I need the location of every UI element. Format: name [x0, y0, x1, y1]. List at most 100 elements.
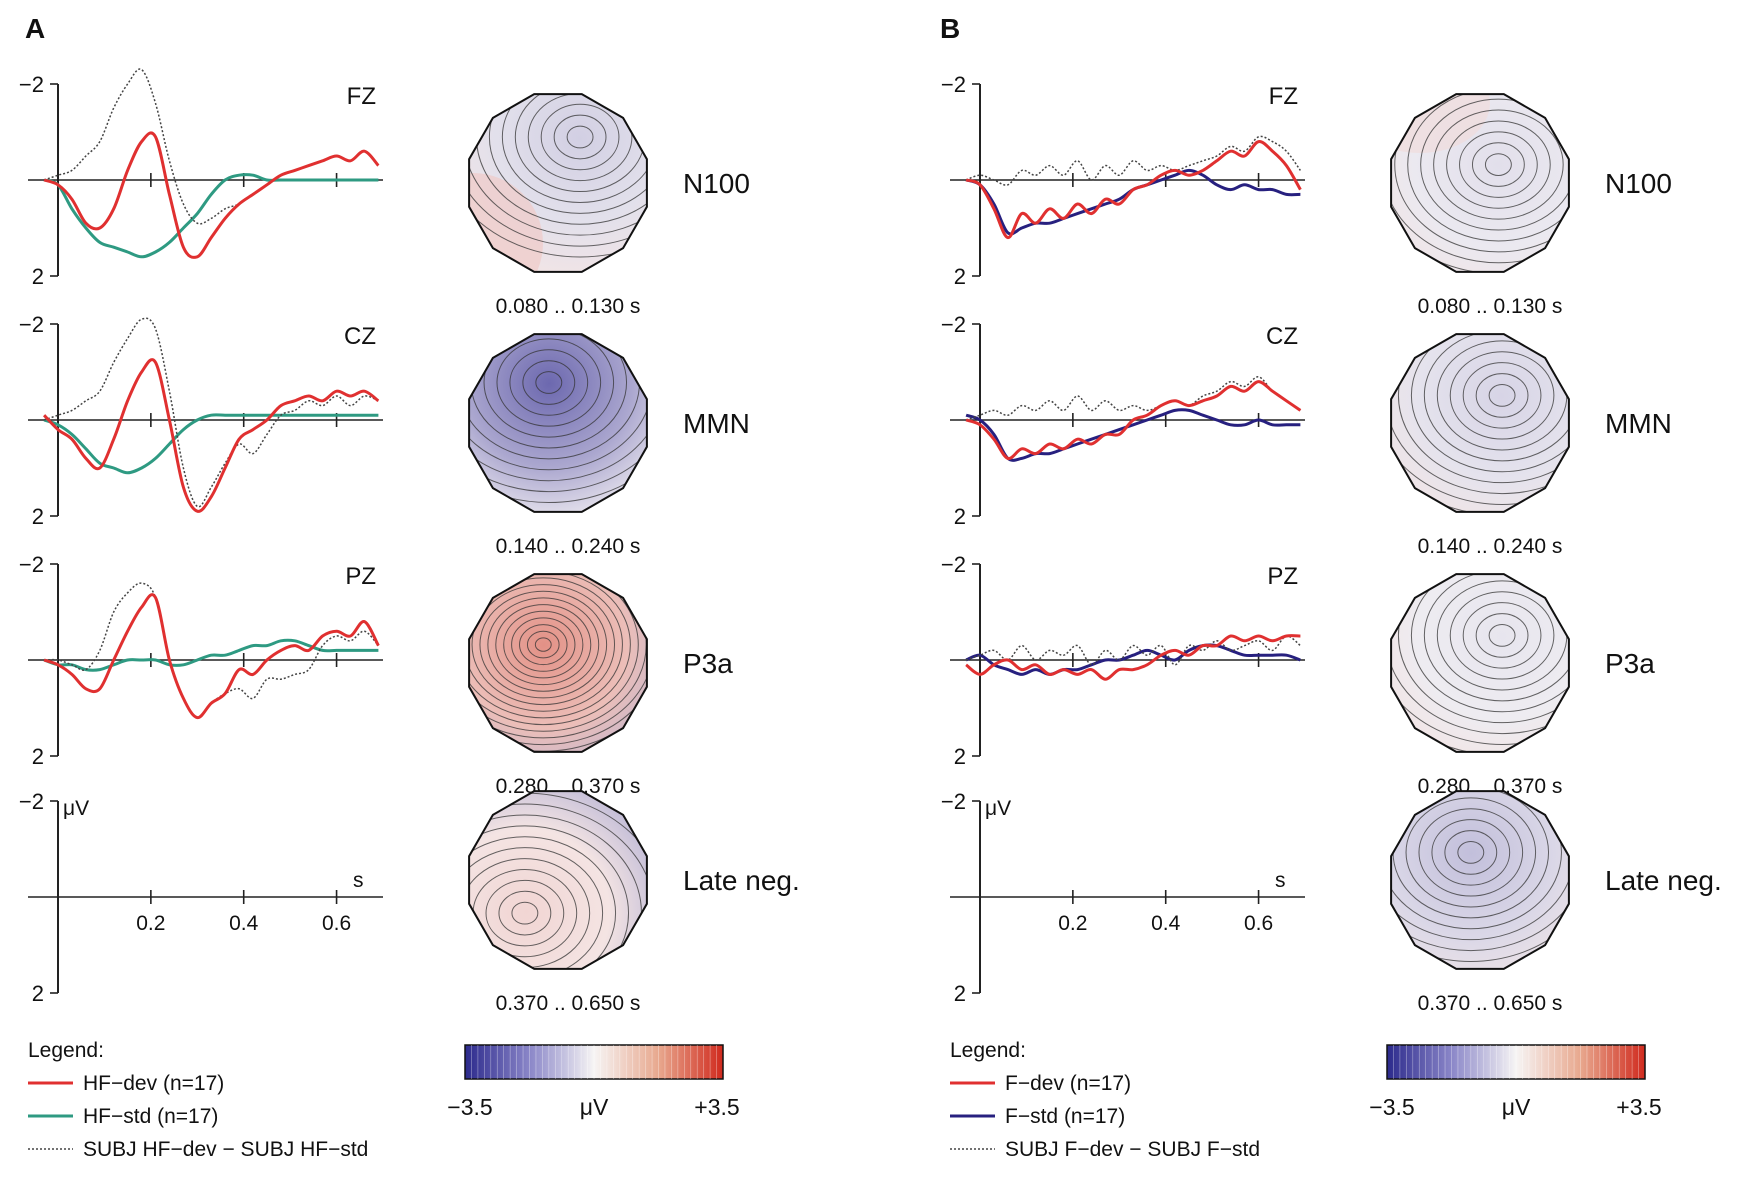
legend-label: HF−std (n=17)	[83, 1105, 218, 1128]
x-tick-label: 0.6	[1244, 912, 1273, 935]
component-label: MMN	[1605, 408, 1672, 439]
contour-line	[469, 574, 631, 719]
scalp-map: N100 0.080 .. 0.130 s	[468, 93, 750, 318]
contour-line	[1394, 94, 1569, 253]
contour-line	[553, 114, 607, 160]
time-window-label: 0.080 .. 0.130 s	[1418, 295, 1563, 318]
contour-line	[1444, 830, 1498, 875]
contour-line	[1475, 373, 1529, 418]
contour-line	[1391, 791, 1569, 952]
y-tick-label: 2	[954, 264, 966, 289]
panel-a: A −2 2 FZ −2 2 CZ −2 2 PZ −2 2 0.2 0.4 0.6 μV s N100 0.08…	[19, 13, 800, 1161]
x-tick-label: 0.4	[1151, 912, 1181, 935]
legend: Legend: HF−dev (n=17) HF−std (n=17) SUBJ HF…	[28, 1039, 368, 1161]
contour-line	[1462, 362, 1542, 429]
contour-line	[519, 624, 568, 666]
x-unit-label: s	[353, 869, 364, 892]
contour-line	[566, 125, 594, 149]
time-window-label: 0.370 .. 0.650 s	[496, 992, 641, 1015]
y-unit-label: μV	[985, 797, 1011, 820]
contour-line	[469, 577, 623, 712]
waveform-axes: −2 2 CZ	[19, 312, 383, 529]
time-window-label: 0.140 .. 0.240 s	[496, 535, 641, 558]
contour-line	[469, 574, 647, 739]
y-tick-label: −2	[19, 312, 44, 337]
contour-line	[488, 94, 647, 214]
y-tick-label: −2	[941, 552, 966, 577]
series-line-cz	[965, 408, 1301, 462]
y-tick-label: −2	[19, 72, 44, 97]
contour-line	[503, 610, 584, 679]
head-outline	[468, 573, 648, 753]
channel-label: FZ	[347, 83, 376, 110]
legend: Legend: F−dev (n=17) F−std (n=17) SUBJ F−de…	[950, 1039, 1260, 1161]
contour-line	[1391, 94, 1569, 264]
component-label: P3a	[683, 648, 733, 679]
map-body	[469, 94, 647, 272]
contour-line	[1471, 142, 1525, 187]
head-outline	[1390, 790, 1570, 970]
panel-b: B −2 2 FZ −2 2 CZ −2 2 PZ −2 2 0.2 0.4 0.6 μV s N100 0.08…	[940, 13, 1722, 1161]
channel-label: FZ	[1269, 83, 1298, 110]
waveform-series-group	[43, 582, 380, 720]
contour-line	[469, 836, 617, 969]
contour-line	[1475, 613, 1529, 658]
colorbar-max-label: +3.5	[694, 1094, 739, 1120]
scalp-map: MMN 0.140 .. 0.240 s	[1390, 333, 1672, 558]
contour-line	[1431, 819, 1511, 886]
contour-line	[1410, 574, 1569, 713]
map-body	[469, 574, 647, 752]
contour-line	[1462, 602, 1542, 669]
y-tick-label: 2	[32, 504, 44, 529]
waveform-series-group	[43, 68, 380, 259]
scalp-map: N100 0.080 .. 0.130 s	[1390, 93, 1672, 318]
contour-line	[1420, 98, 1569, 231]
map-body	[1391, 574, 1569, 752]
waveform-series-group	[965, 634, 1301, 681]
legend-title: Legend:	[950, 1039, 1026, 1062]
waveform-axes: −2 2 CZ	[941, 312, 1305, 529]
series-line-cz	[43, 358, 380, 513]
y-tick-label: 2	[954, 981, 966, 1006]
panel-letter: B	[940, 13, 960, 44]
contour-line	[522, 360, 576, 405]
time-window-label: 0.080 .. 0.130 s	[496, 295, 641, 318]
series-line-cz	[965, 376, 1301, 421]
component-label: P3a	[1605, 648, 1655, 679]
contour-line	[1397, 574, 1569, 724]
contour-line	[1459, 131, 1538, 198]
contour-line	[487, 597, 600, 692]
series-line-pz	[965, 634, 1301, 681]
colorbar-max-label: +3.5	[1616, 1094, 1661, 1120]
series-line-cz	[43, 317, 379, 508]
legend-label: F−dev (n=17)	[1005, 1072, 1131, 1095]
y-tick-label: −2	[941, 312, 966, 337]
colorbar-min-label: −3.5	[447, 1094, 492, 1120]
series-line-pz	[43, 593, 380, 720]
contour-line	[1449, 591, 1555, 680]
contour-line	[1391, 334, 1569, 505]
head-outline	[468, 333, 648, 513]
contour-line	[469, 334, 647, 471]
contour-line	[526, 630, 560, 659]
colorbar: −3.5 μV +3.5	[1369, 1044, 1662, 1120]
contour-line	[1484, 153, 1512, 177]
component-label: MMN	[683, 408, 750, 439]
y-tick-label: 2	[32, 744, 44, 769]
legend-label: HF−dev (n=17)	[83, 1072, 224, 1095]
head-outline	[1390, 573, 1570, 753]
contour-line	[498, 890, 552, 936]
contour-line	[485, 879, 565, 947]
contour-line	[469, 334, 647, 482]
contour-line	[527, 94, 633, 182]
head-outline	[1390, 93, 1570, 273]
contour-line	[479, 590, 608, 699]
y-tick-label: 2	[32, 981, 44, 1006]
waveform-series-group	[43, 317, 380, 513]
legend-label: F−std (n=17)	[1005, 1105, 1125, 1128]
contour-line	[1391, 791, 1569, 941]
contour-line	[1391, 574, 1569, 745]
map-fill	[1391, 334, 1569, 512]
